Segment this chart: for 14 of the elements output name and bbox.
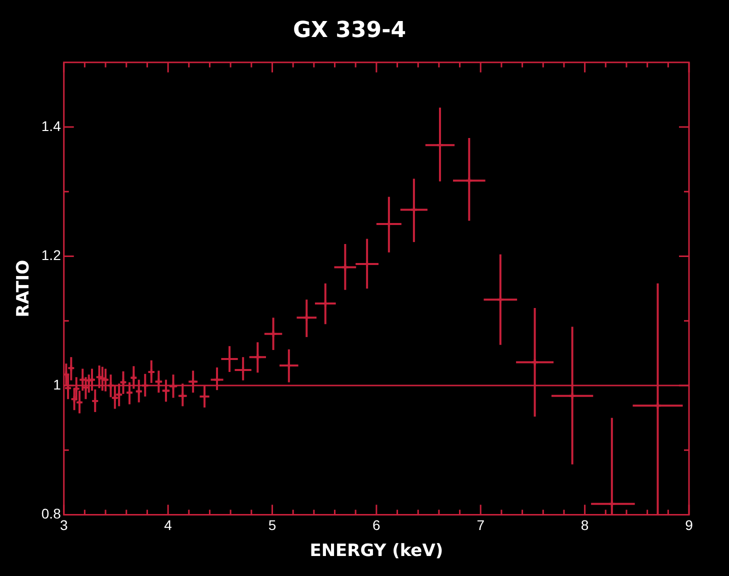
x-tick-label: 5 bbox=[268, 517, 276, 534]
x-tick-label: 4 bbox=[164, 517, 172, 534]
x-tick-label: 8 bbox=[580, 517, 589, 534]
x-tick-label: 7 bbox=[476, 517, 485, 534]
x-tick-label: 3 bbox=[60, 517, 68, 534]
y-tick-label: 0.8 bbox=[41, 506, 62, 522]
x-axis-title: ENERGY (keV) bbox=[310, 541, 444, 562]
y-tick-label: 1.4 bbox=[41, 118, 62, 134]
y-axis-title: RATIO bbox=[14, 260, 34, 318]
y-tick-label: 1 bbox=[53, 376, 62, 392]
x-tick-label: 9 bbox=[685, 517, 694, 534]
chart-title: GX 339-4 bbox=[292, 18, 406, 43]
x-tick-label: 6 bbox=[372, 517, 381, 534]
y-tick-label: 1.2 bbox=[41, 247, 62, 264]
